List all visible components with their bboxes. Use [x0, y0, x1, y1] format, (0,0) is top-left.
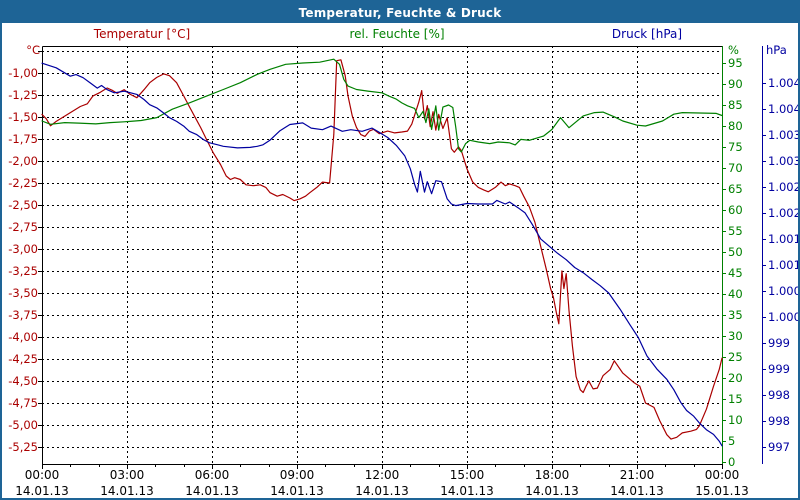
window-title-bar: Temperatur, Feuchte & Druck [2, 2, 798, 23]
x-axis-date-label: 15.01.13 [695, 484, 748, 498]
temperature-tick-label: -1,25 [8, 88, 38, 102]
x-axis-time-label: 00:00 [25, 468, 60, 482]
x-axis-time-label: 06:00 [195, 468, 230, 482]
plot-area [42, 46, 722, 464]
pressure-tick-label: 1.003 [768, 154, 800, 168]
temperature-tick-label: -3,25 [8, 264, 38, 278]
temperature-tick-label: -2,00 [8, 154, 38, 168]
temperature-tick-label: -2,25 [8, 176, 38, 190]
x-axis-date-label: 14.01.13 [185, 484, 238, 498]
temperature-tick-label: -1,75 [8, 132, 38, 146]
pressure-unit-label: hPa [766, 43, 787, 57]
humidity-tick-label: 85 [728, 98, 743, 112]
humidity-tick-label: 70 [728, 161, 743, 175]
humidity-tick-label: 30 [728, 329, 743, 343]
temperature-tick-label: -2,75 [8, 220, 38, 234]
pressure-tick-label: 998 [768, 388, 790, 402]
temperature-tick-label: -4,00 [8, 330, 38, 344]
x-axis-time-label: 15:00 [450, 468, 485, 482]
x-axis-date-label: 14.01.13 [610, 484, 663, 498]
humidity-tick-label: 5 [728, 434, 735, 448]
pressure-tick-label: 1.002 [768, 206, 800, 220]
humidity-tick-label: 50 [728, 245, 743, 259]
pressure-series-line [41, 62, 723, 447]
temperature-tick-label: -2,50 [8, 198, 38, 212]
legend-temperature-label: Temperatur [°C] [93, 27, 191, 41]
temperature-tick-label: -4,50 [8, 374, 38, 388]
humidity-series-line [41, 58, 723, 153]
pressure-tick-label: 1.001 [768, 232, 800, 246]
pressure-tick-label: 998 [768, 414, 790, 428]
pressure-tick-label: 999 [768, 362, 790, 376]
x-axis-date-label: 14.01.13 [355, 484, 408, 498]
humidity-tick-label: 15 [728, 392, 743, 406]
humidity-tick-label: 55 [728, 224, 743, 238]
humidity-tick-label: 90 [728, 77, 743, 91]
humidity-tick-label: 20 [728, 371, 743, 385]
temperature-tick-label: -3,00 [8, 242, 38, 256]
humidity-tick-label: 40 [728, 287, 743, 301]
humidity-tick-label: 35 [728, 308, 743, 322]
humidity-tick-label: 60 [728, 203, 743, 217]
pressure-tick-label: 1.002 [768, 180, 800, 194]
temperature-tick-label: -1,00 [8, 66, 38, 80]
humidity-unit-label: % [728, 43, 739, 57]
temperature-tick-label: -5,25 [8, 440, 38, 454]
x-axis-date-label: 14.01.13 [100, 484, 153, 498]
legend-pressure-label: Druck [hPa] [611, 27, 683, 41]
window-title: Temperatur, Feuchte & Druck [298, 5, 502, 20]
pressure-tick-label: 997 [768, 440, 790, 454]
humidity-tick-label: 25 [728, 350, 743, 364]
temperature-series-line [41, 59, 723, 440]
temperature-tick-label: -4,75 [8, 396, 38, 410]
x-axis-time-label: 09:00 [280, 468, 315, 482]
x-axis-date-label: 14.01.13 [525, 484, 578, 498]
x-axis-time-label: 18:00 [535, 468, 570, 482]
temperature-tick-label: -1,50 [8, 110, 38, 124]
pressure-tick-label: 999 [768, 336, 790, 350]
humidity-tick-label: 10 [728, 413, 743, 427]
x-axis-date-label: 14.01.13 [270, 484, 323, 498]
pressure-tick-label: 1.000 [768, 310, 800, 324]
pressure-tick-label: 1.000 [768, 284, 800, 298]
humidity-tick-label: 0 [728, 455, 735, 469]
pressure-tick-label: 1.003 [768, 128, 800, 142]
temperature-tick-label: -3,50 [8, 286, 38, 300]
x-axis-time-label: 21:00 [620, 468, 655, 482]
x-axis-time-label: 12:00 [365, 468, 400, 482]
temperature-tick-label: -4,25 [8, 352, 38, 366]
pressure-tick-label: 1.004 [768, 76, 800, 90]
x-axis-date-label: 14.01.13 [15, 484, 68, 498]
humidity-tick-label: 80 [728, 119, 743, 133]
humidity-tick-label: 45 [728, 266, 743, 280]
x-axis-date-label: 14.01.13 [440, 484, 493, 498]
legend-humidity-label: rel. Feuchte [%] [349, 27, 445, 41]
pressure-tick-label: 1.004 [768, 102, 800, 116]
pressure-tick-label: 1.001 [768, 258, 800, 272]
temperature-tick-label: -5,00 [8, 418, 38, 432]
humidity-tick-label: 65 [728, 182, 743, 196]
x-axis-time-label: 00:00 [705, 468, 740, 482]
x-axis-time-label: 03:00 [110, 468, 145, 482]
humidity-tick-label: 95 [728, 56, 743, 70]
temperature-tick-label: -3,75 [8, 308, 38, 322]
temperature-unit-label: °C [26, 43, 40, 57]
humidity-tick-label: 75 [728, 140, 743, 154]
